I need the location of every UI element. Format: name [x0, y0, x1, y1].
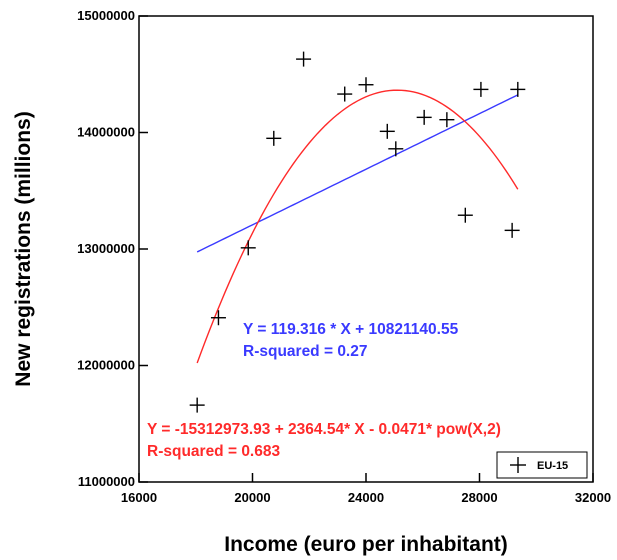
quadratic-fit-line: [196, 89, 519, 364]
quadratic-r-squared: R-squared = 0.683: [147, 443, 280, 460]
data-point: [504, 222, 520, 238]
data-point: [473, 81, 489, 97]
data-point: [379, 123, 395, 139]
data-point: [416, 109, 432, 125]
data-point: [439, 112, 455, 128]
fit-lines: [196, 89, 519, 364]
data-point: [210, 310, 226, 326]
linear-equation: Y = 119.316 * X + 10821140.55: [243, 321, 459, 338]
x-tick-label: 20000: [234, 490, 270, 505]
data-point: [510, 81, 526, 97]
y-tick-label: 14000000: [77, 125, 135, 140]
x-tick-label: 16000: [121, 490, 157, 505]
legend-marker-plus-icon: [510, 457, 526, 473]
linear-r-squared: R-squared = 0.27: [243, 343, 367, 360]
data-point: [457, 207, 473, 223]
x-axis-title: Income (euro per inhabitant): [224, 533, 508, 556]
quadratic-equation: Y = -15312973.93 + 2364.54* X - 0.0471* …: [147, 421, 501, 438]
x-tick-label: 28000: [461, 490, 497, 505]
y-tick-label: 11000000: [78, 474, 135, 489]
x-tick-label: 32000: [575, 490, 611, 505]
data-point: [337, 86, 353, 102]
data-point: [266, 130, 282, 146]
data-points: [189, 51, 526, 413]
x-tick-label: 24000: [348, 490, 384, 505]
y-axis: 11000000 12000000 13000000 14000000 15000000: [77, 8, 148, 489]
legend: EU-15: [496, 451, 588, 479]
data-point: [296, 51, 312, 67]
data-point: [358, 77, 374, 93]
x-axis: 16000 20000 24000 28000 32000: [121, 473, 611, 505]
linear-fit-line: [196, 94, 519, 253]
y-axis-title: New registrations (millions): [12, 111, 35, 386]
y-tick-label: 15000000: [77, 8, 135, 23]
data-point: [388, 141, 404, 157]
y-tick-label: 12000000: [77, 358, 135, 373]
data-point: [189, 397, 205, 413]
data-point: [240, 240, 256, 256]
y-tick-label: 13000000: [77, 241, 135, 256]
legend-label: EU-15: [537, 460, 568, 472]
